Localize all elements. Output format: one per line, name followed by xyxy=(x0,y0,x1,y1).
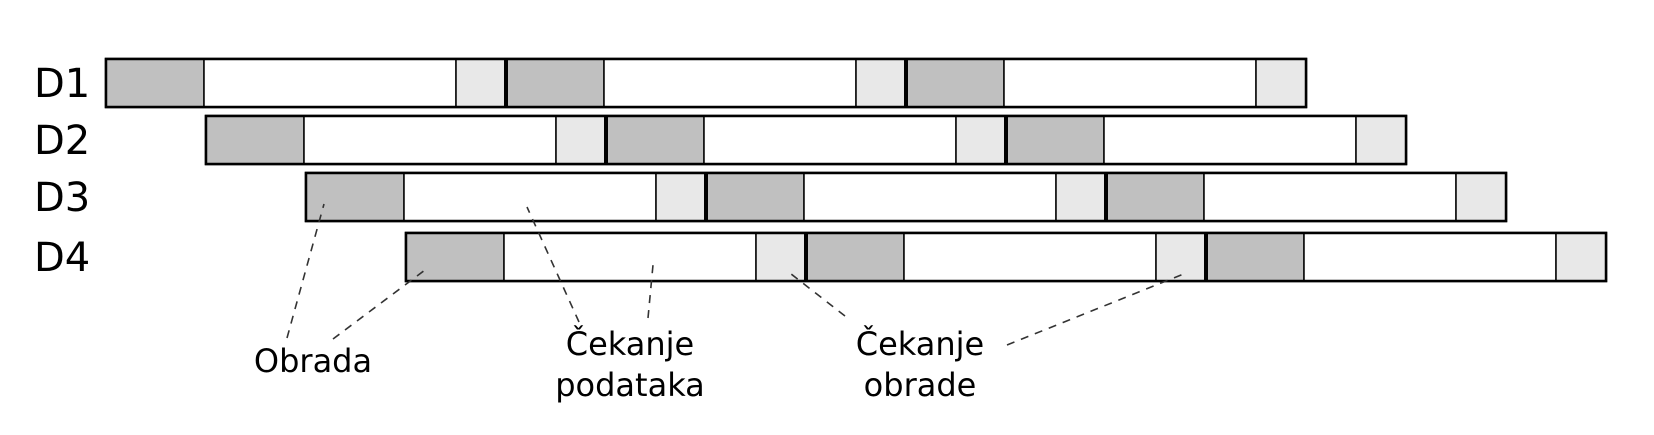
segment-processing xyxy=(1205,232,1305,282)
segment-waiting-data xyxy=(403,172,657,222)
annotation-waiting-data: Čekanje podataka xyxy=(555,324,705,404)
segment-processing xyxy=(605,115,705,165)
segment-waiting-processing xyxy=(1055,172,1107,222)
pipeline-row-4: D4 xyxy=(34,231,1608,283)
segment-processing xyxy=(905,58,1005,108)
segment-waiting-processing xyxy=(855,58,907,108)
segment-processing xyxy=(105,58,205,108)
row-label: D4 xyxy=(34,235,90,281)
row-outline xyxy=(404,231,1608,283)
leader-waiting-data-1 xyxy=(526,206,580,323)
segment-waiting-processing xyxy=(755,232,807,282)
segment-waiting-processing xyxy=(1255,58,1307,108)
segment-processing xyxy=(205,115,305,165)
segment-waiting-data xyxy=(503,232,757,282)
segment-waiting-data xyxy=(903,232,1157,282)
leader-processing-1 xyxy=(286,203,325,339)
segment-waiting-processing xyxy=(1555,232,1607,282)
row-label: D2 xyxy=(34,118,90,164)
segment-waiting-processing xyxy=(455,58,507,108)
row-outline xyxy=(304,171,1508,223)
annotation-processing: Obrada xyxy=(254,342,372,380)
segment-waiting-data xyxy=(1203,172,1457,222)
row-outline xyxy=(204,114,1408,166)
segment-processing xyxy=(505,58,605,108)
segment-waiting-data xyxy=(1003,58,1257,108)
segment-processing xyxy=(805,232,905,282)
annotation-waiting-processing-line1: Čekanje xyxy=(856,324,984,363)
annotation-waiting-data-line2: podataka xyxy=(555,366,705,404)
segment-waiting-data xyxy=(703,115,957,165)
pipeline-row-3: D3 xyxy=(34,171,1508,223)
row-label: D1 xyxy=(34,61,90,107)
segment-waiting-data xyxy=(1103,115,1357,165)
segment-waiting-data xyxy=(1303,232,1557,282)
rows-layer: D1 D2 D3 D4 xyxy=(34,57,1608,283)
segment-waiting-processing xyxy=(1355,115,1407,165)
segment-waiting-processing xyxy=(655,172,707,222)
leaders-layer xyxy=(286,203,1187,346)
row-outline xyxy=(104,57,1308,109)
segment-waiting-data xyxy=(803,172,1057,222)
segment-waiting-processing xyxy=(955,115,1007,165)
segment-waiting-processing xyxy=(1155,232,1207,282)
segment-waiting-processing xyxy=(555,115,607,165)
segment-processing xyxy=(1005,115,1105,165)
annotation-waiting-processing-line2: obrade xyxy=(864,366,977,404)
annotation-waiting-processing: Čekanje obrade xyxy=(856,324,984,404)
annotation-waiting-data-line1: Čekanje xyxy=(566,324,694,363)
leader-processing-2 xyxy=(332,269,426,340)
leader-waiting-processing-2 xyxy=(1006,272,1187,346)
leader-waiting-processing-1 xyxy=(785,269,846,317)
segment-processing xyxy=(1105,172,1205,222)
segment-waiting-processing xyxy=(1455,172,1507,222)
segment-waiting-data xyxy=(203,58,457,108)
pipeline-row-2: D2 xyxy=(34,114,1408,166)
row-label: D3 xyxy=(34,175,90,221)
segment-waiting-data xyxy=(303,115,557,165)
segment-processing xyxy=(705,172,805,222)
segment-waiting-data xyxy=(603,58,857,108)
segment-processing xyxy=(305,172,405,222)
pipeline-row-1: D1 xyxy=(34,57,1308,109)
